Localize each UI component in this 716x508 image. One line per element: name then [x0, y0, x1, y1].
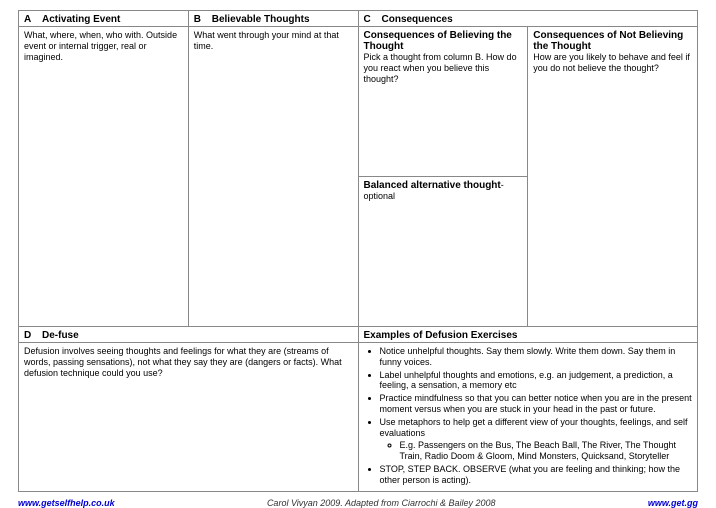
cell-d-body: Defusion involves seeing thoughts and fe…	[19, 343, 359, 492]
letter-a: A	[24, 14, 42, 25]
title-d: De-fuse	[42, 330, 79, 341]
cell-c2: Consequences of Not Believing the Though…	[528, 27, 698, 327]
exercise-list: Notice unhelpful thoughts. Say them slow…	[364, 346, 693, 486]
header-examples: Examples of Defusion Exercises	[358, 327, 698, 343]
header-d: DDe-fuse	[19, 327, 359, 343]
letter-d: D	[24, 330, 42, 341]
cell-c1: Consequences of Believing the Thought Pi…	[358, 27, 528, 177]
letter-c: C	[364, 14, 382, 25]
list-item: E.g. Passengers on the Bus, The Beach Ba…	[400, 440, 693, 462]
list-item: STOP, STEP BACK. OBSERVE (what you are f…	[380, 464, 693, 486]
title-b: Believable Thoughts	[212, 14, 310, 25]
list-item: Label unhelpful thoughts and emotions, e…	[380, 370, 693, 392]
title-c: Consequences	[382, 14, 453, 25]
letter-b: B	[194, 14, 212, 25]
c1-title: Consequences of Believing the Thought	[364, 30, 523, 52]
footer-credit: Carol Vivyan 2009. Adapted from Ciarroch…	[267, 498, 496, 508]
header-c: CConsequences	[358, 11, 698, 27]
footer-left-link[interactable]: www.getselfhelp.co.uk	[18, 498, 115, 508]
c2-title: Consequences of Not Believing the Though…	[533, 30, 692, 52]
examples-title: Examples of Defusion Exercises	[364, 330, 518, 341]
desc-d: Defusion involves seeing thoughts and fe…	[24, 346, 353, 378]
cell-b-body: What went through your mind at that time…	[188, 27, 358, 327]
desc-a: What, where, when, who with. Outside eve…	[24, 30, 183, 62]
cell-examples: Notice unhelpful thoughts. Say them slow…	[358, 343, 698, 492]
footer-right-link[interactable]: www.get.gg	[648, 498, 698, 508]
title-a: Activating Event	[42, 14, 120, 25]
list-item: Notice unhelpful thoughts. Say them slow…	[380, 346, 693, 368]
list-item: Practice mindfulness so that you can bet…	[380, 393, 693, 415]
list-item: Use metaphors to help get a different vi…	[380, 417, 693, 462]
desc-b: What went through your mind at that time…	[194, 30, 353, 52]
worksheet-table: AActivating Event BBelievable Thoughts C…	[18, 10, 698, 492]
sub-list: E.g. Passengers on the Bus, The Beach Ba…	[380, 440, 693, 462]
balanced-title: Balanced alternative thought	[364, 180, 501, 191]
footer: www.getselfhelp.co.uk Carol Vivyan 2009.…	[18, 498, 698, 508]
c1-body: Pick a thought from column B. How do you…	[364, 52, 523, 84]
exercise-b4: Use metaphors to help get a different vi…	[380, 417, 688, 438]
cell-balanced: Balanced alternative thought-optional	[358, 177, 528, 327]
c2-body: How are you likely to behave and feel if…	[533, 52, 692, 74]
header-b: BBelievable Thoughts	[188, 11, 358, 27]
cell-a-body: What, where, when, who with. Outside eve…	[19, 27, 189, 327]
header-a: AActivating Event	[19, 11, 189, 27]
